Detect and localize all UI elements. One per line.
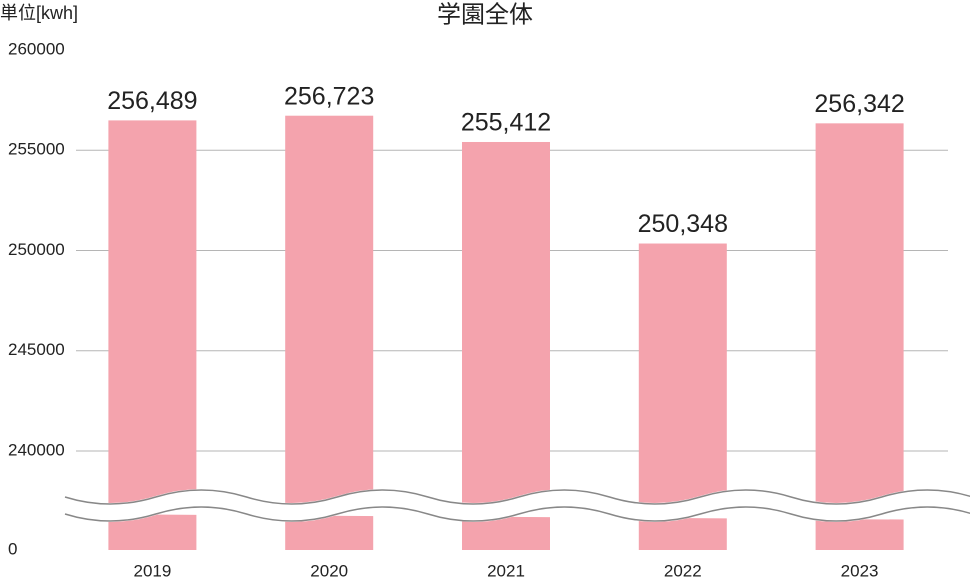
y-tick-label: 245000 (8, 340, 65, 359)
bar (462, 141, 550, 551)
y-tick-label: 240000 (8, 440, 65, 459)
data-label: 255,412 (461, 109, 551, 137)
y-tick-label: 250000 (8, 240, 65, 259)
x-tick-label: 2019 (133, 561, 171, 580)
bar (108, 120, 197, 550)
y-tick-label: 255000 (8, 140, 65, 159)
chart-title: 学園全体 (437, 1, 533, 28)
data-label: 256,489 (107, 87, 197, 115)
y-axis-label: 単位[kwh] (0, 3, 78, 23)
bar (285, 115, 374, 550)
x-tick-label: 2020 (310, 561, 348, 580)
data-label: 256,342 (814, 90, 904, 118)
x-tick-label: 2022 (664, 561, 702, 580)
x-tick-label: 2021 (487, 561, 525, 580)
y-tick-label: 0 (8, 539, 17, 558)
x-tick-label: 2023 (841, 561, 879, 580)
y-tick-label: 260000 (8, 39, 65, 58)
axis-break-line (64, 489, 970, 505)
axis-break-line (64, 506, 970, 522)
data-label: 250,348 (638, 210, 728, 238)
data-label: 256,723 (284, 82, 374, 110)
bar (815, 123, 904, 551)
